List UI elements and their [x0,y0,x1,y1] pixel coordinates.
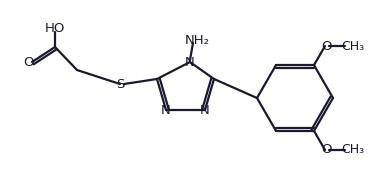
Text: N: N [185,56,195,70]
Text: O: O [23,56,33,70]
Text: N: N [200,105,210,118]
Text: N: N [161,105,171,118]
Text: O: O [321,40,331,53]
Text: CH₃: CH₃ [342,143,364,156]
Text: S: S [116,77,124,90]
Text: O: O [321,143,331,156]
Text: NH₂: NH₂ [185,33,209,46]
Text: CH₃: CH₃ [342,40,364,53]
Text: HO: HO [45,21,65,34]
